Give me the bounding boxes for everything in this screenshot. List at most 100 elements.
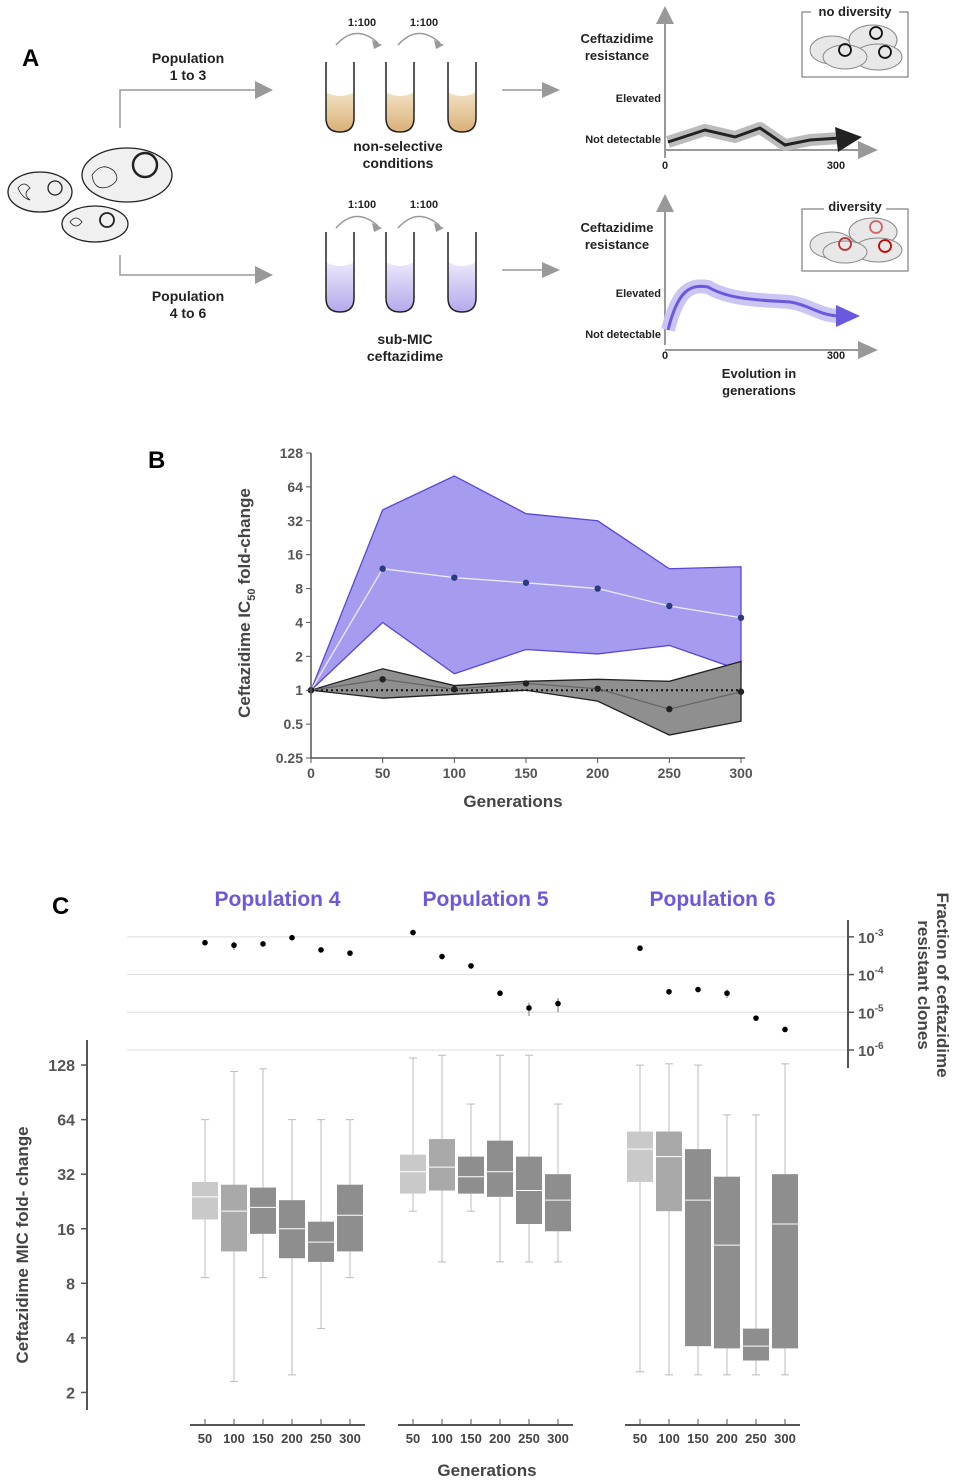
y-axis-title: Ceftazidime MIC fold- change — [13, 1126, 32, 1363]
fraction-point — [468, 963, 474, 969]
y-tick-label: 64 — [287, 479, 303, 495]
y-tick-label: 32 — [287, 513, 303, 529]
fraction-point — [637, 945, 643, 952]
y-tick-label: 32 — [57, 1167, 75, 1184]
x-tick-label: 200 — [281, 1431, 303, 1446]
x-tick-label: 300 — [339, 1431, 361, 1446]
x-tick-label: 0 — [307, 765, 315, 781]
x-tick-label: 150 — [460, 1431, 482, 1446]
fraction-point — [260, 941, 266, 947]
y2-tick-label: 10-6 — [858, 1041, 884, 1060]
dilution: 1:100 — [410, 17, 438, 29]
box — [337, 1184, 363, 1252]
y-tick-label: 2 — [66, 1385, 75, 1402]
y-tick-label: 8 — [66, 1276, 75, 1293]
y-tick-label: 8 — [295, 581, 303, 597]
fraction-point — [439, 953, 445, 960]
fraction-point — [666, 988, 672, 995]
y2-tick-label: 10-3 — [858, 928, 884, 947]
data-point — [737, 688, 745, 695]
dilution: 1:100 — [348, 199, 376, 211]
y2-tick-label: 10-5 — [858, 1003, 884, 1022]
schematic-x-label: Evolution in — [722, 366, 796, 381]
x-axis-title: Generations — [463, 792, 562, 811]
fraction-point — [724, 990, 730, 997]
data-point — [594, 685, 601, 692]
fraction-point — [318, 947, 324, 953]
cells — [7, 147, 173, 243]
condition: ceftazidime — [367, 348, 443, 364]
y-axis-title-part: fold-change — [235, 488, 254, 584]
y2-tick-exponent: -5 — [875, 1003, 884, 1014]
y2-tick-exponent: -6 — [875, 1041, 884, 1052]
x-tick-label: 300 — [774, 1431, 796, 1446]
box — [487, 1140, 513, 1197]
fraction-point — [202, 939, 208, 946]
x-tick-label: 50 — [406, 1431, 420, 1446]
schematic-level: Not detectable — [585, 329, 661, 341]
group-title: Population 6 — [650, 888, 776, 911]
population-label: 4 to 6 — [170, 305, 207, 321]
y2-axis-title: resistant clones — [914, 920, 933, 1049]
schematic-tick: 300 — [827, 350, 845, 362]
fraction-point — [753, 1015, 759, 1021]
box — [545, 1174, 571, 1232]
data-point — [737, 614, 745, 621]
box — [400, 1154, 426, 1194]
y-tick-label: 1 — [295, 682, 303, 698]
panel-label: A — [22, 45, 39, 72]
inset-label: diversity — [828, 199, 882, 214]
box — [714, 1176, 740, 1349]
dilution: 1:100 — [410, 199, 438, 211]
data-point — [451, 686, 458, 693]
inset-label: no diversity — [819, 4, 893, 19]
population-label: Population — [152, 50, 224, 66]
dilution: 1:100 — [348, 17, 376, 29]
y-axis-title-part: Ceftazidime IC — [235, 601, 254, 718]
population-label: 1 to 3 — [170, 67, 207, 83]
data-point — [451, 574, 458, 581]
y-tick-label: 64 — [57, 1113, 75, 1130]
box — [458, 1156, 484, 1194]
x-tick-label: 150 — [687, 1431, 709, 1446]
y-tick-label: 2 — [295, 648, 303, 664]
diagram-texts: Population 1 to 3 1:100 1:100 non-select… — [152, 4, 892, 398]
y2-tick-exponent: -3 — [875, 928, 884, 939]
schematic-tick: 0 — [662, 160, 668, 172]
fraction-point — [497, 990, 503, 997]
box — [221, 1184, 247, 1252]
data-point — [522, 680, 530, 687]
fraction-point — [347, 950, 353, 956]
x-tick-label: 100 — [658, 1431, 680, 1446]
x-tick-label: 250 — [518, 1431, 540, 1446]
condition: conditions — [363, 155, 434, 171]
box — [656, 1131, 682, 1212]
x-tick-label: 250 — [745, 1431, 767, 1446]
x-tick-label: 200 — [716, 1431, 738, 1446]
y2-tick-base: 10 — [858, 930, 875, 947]
schematic-y-label: Ceftazidime — [581, 31, 654, 46]
schematic-tick: 300 — [827, 160, 845, 172]
group-title: Population 4 — [215, 888, 341, 911]
schematic-plots — [656, 4, 909, 359]
fraction-point — [289, 934, 295, 941]
fraction-point — [231, 942, 237, 949]
x-tick-label: 100 — [431, 1431, 453, 1446]
x-tick-label: 50 — [198, 1431, 212, 1446]
condition: non-selective — [353, 138, 443, 154]
box — [192, 1181, 218, 1220]
box — [429, 1139, 455, 1191]
arrows — [119, 32, 545, 276]
y-tick-label: 128 — [280, 445, 304, 461]
box — [250, 1187, 276, 1234]
y-tick-label: 0.5 — [284, 716, 304, 732]
x-tick-label: 200 — [586, 765, 610, 781]
y-tick-label: 16 — [287, 547, 303, 563]
x-tick-label: 100 — [443, 765, 467, 781]
population-label: Population — [152, 288, 224, 304]
box — [685, 1149, 711, 1347]
x-tick-label: 50 — [375, 765, 391, 781]
x-tick-label: 50 — [633, 1431, 647, 1446]
y2-tick-base: 10 — [858, 968, 875, 985]
y-tick-label: 4 — [295, 614, 303, 630]
